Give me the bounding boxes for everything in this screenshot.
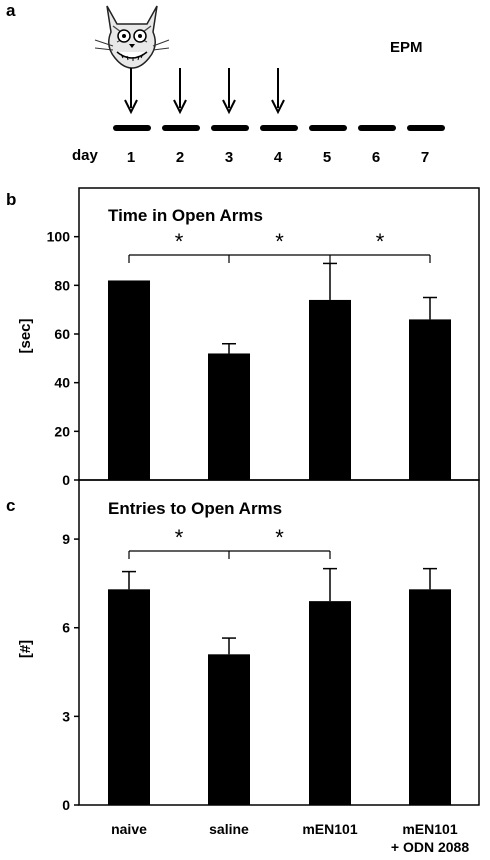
bar [309,299,351,480]
injection-arrows [124,68,285,115]
entries-to-open-arms-chart: Entries to Open Arms [#] 0 3 6 9 * * [17,479,480,813]
y-tick-label: 20 [54,423,70,439]
y-tick-label: 80 [54,277,70,293]
y-tick-label: 0 [62,797,70,813]
x-tick-label: naive [111,821,147,837]
y-axis-label: [sec] [17,318,34,353]
significance-star: * [175,229,184,254]
cat-icon [94,5,170,69]
significance-star: * [275,229,284,254]
day-number: 4 [274,149,283,166]
panel-c-label: c [6,496,15,515]
day-number: 1 [127,149,135,166]
day-number: 7 [421,149,429,166]
y-tick-label: 100 [47,229,71,245]
bar [108,280,150,480]
y-tick-label: 0 [62,472,70,488]
bar [108,589,150,805]
bar [409,319,451,480]
panel-b-label: b [6,190,16,209]
chart-title: Entries to Open Arms [108,499,282,518]
y-tick-label: 60 [54,326,70,342]
bar [208,353,250,480]
arrow-day-3 [222,68,236,115]
arrow-day-1 [124,68,138,115]
significance-star: * [275,525,284,550]
epm-label: EPM [390,39,423,56]
chart-title: Time in Open Arms [108,206,263,225]
y-axis-label: [#] [17,640,34,658]
bar [208,654,250,805]
x-tick-label: + ODN 2088 [391,839,469,855]
arrow-day-4 [271,68,285,115]
y-tick-label: 40 [54,375,70,391]
bar [309,601,351,805]
day-number: 3 [225,149,233,166]
panel-a: a EPM [6,1,445,166]
x-tick-label: mEN101 [402,821,457,837]
x-tick-label: saline [209,821,249,837]
bar [409,589,451,805]
day-number: 2 [176,149,184,166]
y-tick-label: 6 [62,620,70,636]
day-axis-label: day [72,147,99,164]
time-in-open-arms-chart: Time in Open Arms [sec] 0 20 40 60 80 100 * * * [17,187,480,488]
plot-frame [78,479,480,806]
panel-a-label: a [6,1,16,20]
y-tick-label: 3 [62,708,70,724]
y-tick-label: 9 [62,531,70,547]
arrow-day-2 [173,68,187,115]
x-tick-label: mEN101 [302,821,357,837]
day-number: 5 [323,149,331,166]
significance-star: * [175,525,184,550]
x-tick-labels: naive saline mEN101 mEN101 + ODN 2088 [111,821,469,855]
day-number: 6 [372,149,380,166]
significance-star: * [376,229,385,254]
